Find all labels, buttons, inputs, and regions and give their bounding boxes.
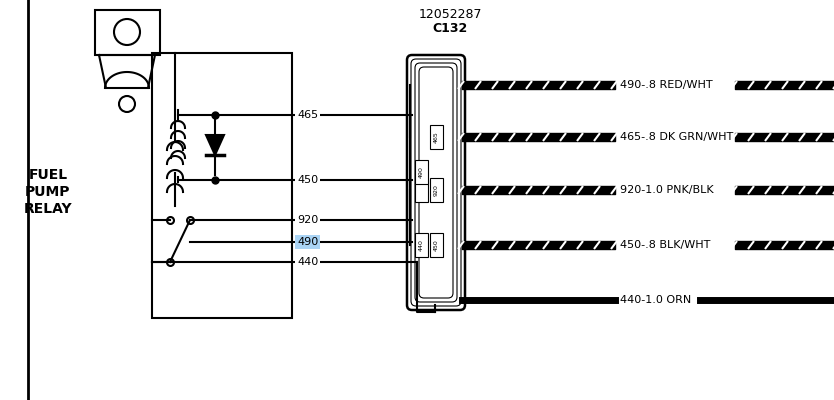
Text: 450: 450 xyxy=(297,175,318,185)
Bar xyxy=(430,178,443,202)
Bar xyxy=(415,160,428,184)
Bar xyxy=(430,233,443,257)
Text: 920: 920 xyxy=(434,184,439,196)
Text: 450: 450 xyxy=(434,239,439,251)
Polygon shape xyxy=(206,135,224,155)
Text: 465-.8 DK GRN/WHT: 465-.8 DK GRN/WHT xyxy=(620,132,733,142)
Text: 465: 465 xyxy=(297,110,318,120)
Text: C132: C132 xyxy=(432,22,468,34)
Text: 920: 920 xyxy=(297,215,319,225)
Text: 490: 490 xyxy=(419,166,424,178)
Text: 490-.8 RED/WHT: 490-.8 RED/WHT xyxy=(620,80,712,90)
Text: 920-1.0 PNK/BLK: 920-1.0 PNK/BLK xyxy=(620,185,714,195)
Text: 12052287: 12052287 xyxy=(418,8,482,22)
Text: 450-.8 BLK/WHT: 450-.8 BLK/WHT xyxy=(620,240,711,250)
Text: 440: 440 xyxy=(297,257,319,267)
Bar xyxy=(430,125,443,149)
Text: FUEL: FUEL xyxy=(28,168,68,182)
Text: 465: 465 xyxy=(434,131,439,143)
Text: RELAY: RELAY xyxy=(23,202,73,216)
Text: 490: 490 xyxy=(297,237,319,247)
Bar xyxy=(415,233,428,257)
Bar xyxy=(95,10,160,55)
Bar xyxy=(415,180,428,202)
Text: 440: 440 xyxy=(419,239,424,251)
Text: 440-1.0 ORN: 440-1.0 ORN xyxy=(620,295,691,305)
Bar xyxy=(152,53,292,318)
Text: PUMP: PUMP xyxy=(25,185,71,199)
FancyBboxPatch shape xyxy=(407,55,465,310)
